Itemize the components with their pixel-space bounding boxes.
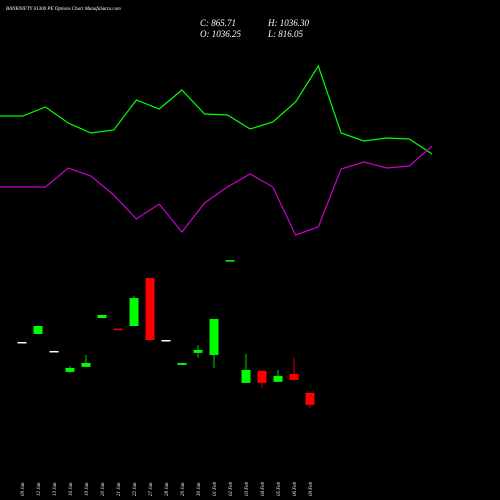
x-tick-label: 30 Jan — [197, 482, 202, 496]
candle-body — [241, 369, 251, 383]
candle-body — [145, 278, 155, 340]
candle-body — [225, 260, 235, 262]
x-tick-label: 01 Feb — [213, 481, 218, 496]
candle-body — [17, 341, 27, 344]
x-tick-label: 22 Jan — [133, 482, 138, 496]
indicator-line — [0, 64, 433, 155]
open-label: O: 1036.25 — [200, 29, 241, 39]
x-tick-label: 06 Feb — [293, 481, 298, 496]
candle-body — [257, 370, 267, 383]
x-tick-label: 02 Feb — [229, 481, 234, 496]
x-tick-label: 20 Jan — [101, 482, 106, 496]
indicator-line — [0, 145, 433, 236]
chart-title: BANKNIFTY 61300 PE Options Chart MunafaS… — [6, 7, 121, 12]
candle-body — [177, 362, 187, 365]
candle-body — [305, 392, 315, 405]
candle-body — [49, 350, 59, 353]
x-tick-label: 04 Feb — [261, 481, 266, 496]
candle-body — [129, 298, 139, 327]
low-label: L: 816.05 — [267, 29, 304, 39]
x-tick-label: 09 Feb — [309, 481, 314, 496]
x-tick-label: 28 Jan — [165, 482, 170, 496]
x-tick-label: 09 Jan — [21, 482, 26, 496]
candle-body — [193, 349, 203, 353]
x-tick-label: 05 Feb — [277, 481, 282, 496]
candle-body — [113, 328, 123, 331]
candle-body — [33, 326, 43, 334]
x-tick-label: 12 Jan — [37, 482, 42, 496]
x-tick-label: 03 Feb — [245, 481, 250, 496]
candle-body — [209, 318, 219, 355]
candle-body — [289, 373, 299, 380]
x-tick-label: 19 Jan — [85, 482, 90, 496]
x-tick-label: 21 Jan — [117, 482, 122, 496]
candle-body — [81, 362, 91, 367]
candle-body — [65, 367, 75, 372]
close-label: C: 865.71 — [200, 18, 236, 28]
x-tick-label: 16 Jan — [69, 482, 74, 496]
x-tick-label: 13 Jan — [53, 482, 58, 496]
candle-body — [273, 375, 283, 382]
candle-body — [97, 314, 107, 318]
high-label: H: 1036.30 — [267, 18, 309, 28]
x-tick-label: 27 Jan — [149, 482, 154, 496]
candle-body — [161, 339, 171, 342]
x-tick-label: 29 Jan — [181, 482, 186, 496]
